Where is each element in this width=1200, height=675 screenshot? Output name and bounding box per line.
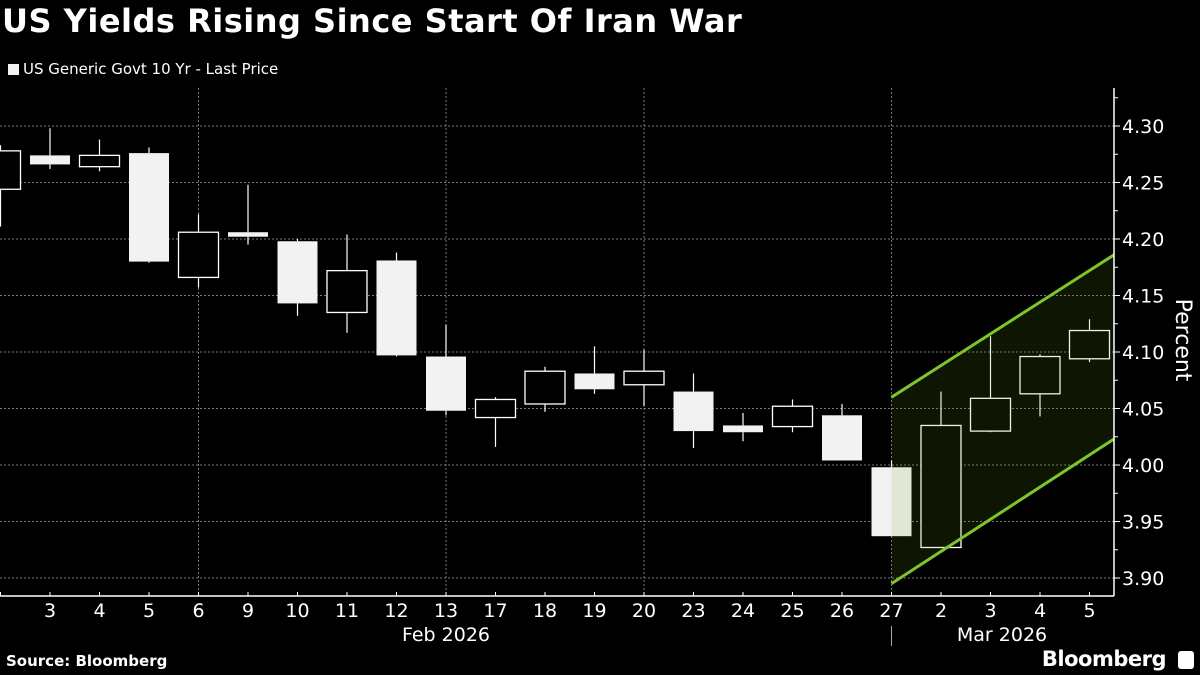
candle [822, 403, 862, 461]
legend-swatch [8, 63, 19, 75]
candle [771, 399, 814, 433]
candles [0, 128, 1111, 549]
candle-body [1019, 355, 1061, 395]
candle [1068, 319, 1111, 363]
y-axis-label: Percent [1170, 299, 1195, 382]
x-tick-label: 18 [533, 600, 557, 622]
x-tick-label: 4 [1034, 600, 1046, 622]
x-tick-label: 6 [192, 600, 204, 622]
candle-body [822, 415, 862, 461]
legend-label: US Generic Govt 10 Yr - Last Price [23, 60, 279, 78]
candle [277, 239, 318, 316]
candle [1019, 354, 1061, 417]
candle-body [623, 370, 665, 386]
candle-body [426, 356, 466, 411]
candle [129, 147, 169, 263]
y-tick-label: 4.25 [1122, 173, 1164, 195]
candle-body [376, 260, 417, 356]
candle [228, 184, 268, 245]
y-tick-label: 3.90 [1122, 568, 1164, 590]
candle-body [129, 153, 169, 262]
candle [326, 234, 368, 333]
y-tick-label: 4.10 [1122, 342, 1164, 364]
candle-body [474, 398, 517, 419]
candle [871, 460, 912, 537]
chart-title: US Yields Rising Since Start Of Iran War [2, 2, 743, 40]
x-tick-label: 4 [93, 600, 105, 622]
candle-body [228, 232, 268, 237]
candle-body [30, 155, 70, 165]
x-tick-label: 25 [780, 600, 804, 622]
y-tick-label: 4.20 [1122, 229, 1164, 251]
x-tick-label: 23 [681, 600, 705, 622]
candle [426, 324, 466, 416]
candle [969, 336, 1012, 433]
source-note: Source: Bloomberg [6, 652, 168, 670]
channel-annotation [890, 253, 1115, 585]
x-tick-label: 11 [335, 600, 359, 622]
candle [0, 145, 22, 227]
month-label: Feb 2026 [402, 624, 490, 646]
x-tick-label: 2 [935, 600, 947, 622]
x-tick-label: 10 [285, 600, 309, 622]
candle [177, 214, 220, 288]
candle-body [771, 405, 814, 428]
candle-body [524, 370, 566, 405]
candle-body [0, 150, 22, 190]
candle [673, 373, 714, 449]
y-tick-label: 3.95 [1122, 512, 1164, 534]
x-tick-label: 12 [384, 600, 408, 622]
x-tick-label: 9 [242, 600, 254, 622]
x-tick-label: 5 [143, 600, 155, 622]
candle [474, 397, 517, 447]
x-tick-label: 3 [44, 600, 56, 622]
candle-body [920, 424, 962, 549]
candle-body [871, 467, 912, 537]
candle-body [326, 269, 368, 314]
candle [30, 128, 70, 169]
candle-body [673, 391, 714, 432]
candle [574, 346, 615, 394]
candle-body [177, 231, 220, 279]
y-tick-label: 4.30 [1122, 116, 1164, 138]
y-tick-label: 4.05 [1122, 399, 1164, 421]
candle-body [723, 425, 763, 433]
x-tick-label: 5 [1083, 600, 1095, 622]
candle [920, 391, 962, 549]
x-tick-label: 27 [879, 600, 903, 622]
channel-upper-line [890, 253, 1115, 399]
bloomberg-logo: Bloomberg [1041, 647, 1167, 671]
candle-body [1068, 329, 1111, 360]
x-tick-label: 3 [984, 600, 996, 622]
x-tick-label: 20 [632, 600, 656, 622]
candle-body [574, 373, 615, 390]
y-tick-label: 4.15 [1122, 286, 1164, 308]
axes: 3.90 3.95 4.00 4.05 4.10 4.15 4.20 4.25 4.30 3 4 5 6… [0, 88, 1164, 646]
month-label: Mar 2026 [957, 624, 1047, 646]
x-tick-label: 17 [483, 600, 507, 622]
x-tick-label: 13 [434, 600, 458, 622]
candle [623, 349, 665, 407]
legend: US Generic Govt 10 Yr - Last Price [8, 60, 278, 78]
candle-body [277, 241, 318, 304]
candle [376, 252, 417, 357]
candle [723, 413, 763, 442]
candle [78, 139, 121, 172]
candle-body [78, 154, 121, 168]
x-tick-label: 19 [582, 600, 606, 622]
channel-lower-line [890, 437, 1115, 585]
bloomberg-chart-icon [1178, 651, 1194, 669]
x-tick-label: 26 [830, 600, 854, 622]
candle [524, 366, 566, 412]
x-tick-label: 24 [731, 600, 755, 622]
channel-fill [891, 254, 1114, 584]
candle-body [969, 397, 1012, 432]
y-tick-label: 4.00 [1122, 455, 1164, 477]
